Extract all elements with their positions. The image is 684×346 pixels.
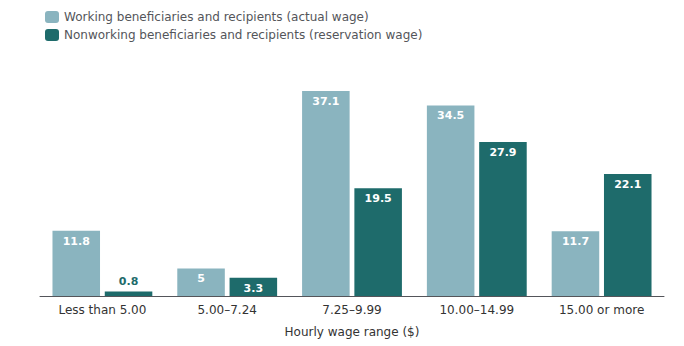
svg-text:34.5: 34.5 [437,109,464,122]
svg-text:Less than 5.00: Less than 5.00 [58,303,146,317]
svg-text:0.8: 0.8 [119,275,139,288]
svg-text:Nonworking beneficiaries and r: Nonworking beneficiaries and recipients … [64,28,422,42]
svg-text:15.00 or more: 15.00 or more [559,303,644,317]
svg-text:Hourly wage range ($): Hourly wage range ($) [285,325,420,339]
svg-text:22.1: 22.1 [614,178,641,191]
svg-text:37.1: 37.1 [312,95,339,108]
svg-text:5: 5 [197,272,205,285]
svg-text:7.25–9.99: 7.25–9.99 [322,303,381,317]
svg-text:11.7: 11.7 [562,235,589,248]
svg-text:Working beneficiaries and reci: Working beneficiaries and recipients (ac… [64,10,369,24]
svg-text:19.5: 19.5 [365,192,392,205]
svg-text:10.00–14.99: 10.00–14.99 [439,303,514,317]
svg-text:3.3: 3.3 [244,282,264,295]
svg-text:5.00–7.24: 5.00–7.24 [197,303,256,317]
svg-text:27.9: 27.9 [489,146,516,159]
svg-text:11.8: 11.8 [63,235,90,248]
